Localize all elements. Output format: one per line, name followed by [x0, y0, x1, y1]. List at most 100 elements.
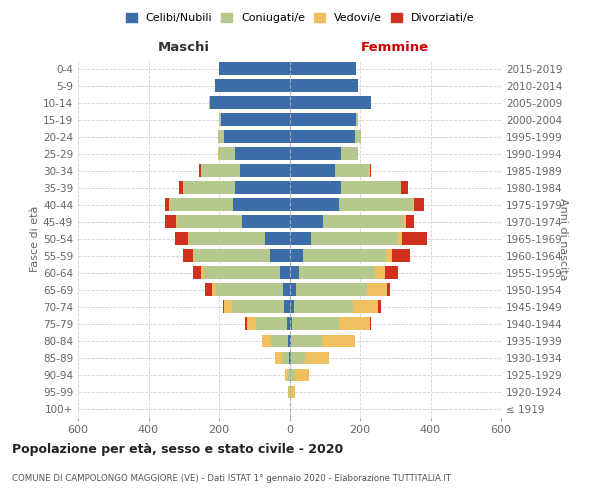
Bar [392, 250, 410, 262]
Bar [375, 266, 385, 279]
Bar [339, 198, 413, 211]
Bar [323, 216, 404, 228]
Bar [165, 216, 176, 228]
Bar [218, 130, 224, 143]
Bar [209, 96, 210, 109]
Bar [290, 147, 341, 160]
Bar [295, 368, 309, 382]
Bar [193, 266, 201, 279]
Text: COMUNE DI CAMPOLONGO MAGGIORE (VE) - Dati ISTAT 1° gennaio 2020 - Elaborazione T: COMUNE DI CAMPOLONGO MAGGIORE (VE) - Dat… [12, 474, 451, 483]
Bar [256, 318, 287, 330]
Bar [245, 318, 247, 330]
Bar [369, 164, 370, 177]
Bar [212, 284, 216, 296]
Bar [414, 198, 424, 211]
Bar [303, 250, 386, 262]
Bar [265, 232, 290, 245]
Bar [287, 318, 290, 330]
Bar [176, 216, 242, 228]
Bar [201, 266, 204, 279]
Bar [290, 334, 291, 347]
Text: Femmine: Femmine [361, 41, 430, 54]
Bar [388, 284, 391, 296]
Bar [183, 182, 184, 194]
Bar [224, 130, 290, 143]
Bar [288, 334, 290, 347]
Bar [290, 182, 341, 194]
Bar [221, 113, 290, 126]
Bar [288, 368, 290, 382]
Legend: Celibi/Nubili, Coniugati/e, Vedovi/e, Divorziati/e: Celibi/Nubili, Coniugati/e, Vedovi/e, Di… [124, 10, 476, 26]
Bar [199, 164, 200, 177]
Bar [240, 164, 290, 177]
Bar [219, 62, 290, 75]
Bar [290, 232, 311, 245]
Bar [200, 164, 202, 177]
Bar [215, 79, 290, 92]
Bar [290, 130, 355, 143]
Bar [341, 147, 358, 160]
Bar [262, 334, 271, 347]
Bar [189, 232, 265, 245]
Bar [385, 266, 398, 279]
Y-axis label: Anni di nascita: Anni di nascita [558, 198, 568, 280]
Bar [283, 284, 290, 296]
Bar [370, 318, 371, 330]
Bar [210, 96, 290, 109]
Bar [247, 318, 256, 330]
Bar [235, 147, 290, 160]
Bar [288, 386, 289, 398]
Bar [290, 62, 356, 75]
Bar [219, 147, 235, 160]
Bar [188, 232, 189, 245]
Bar [271, 334, 288, 347]
Bar [290, 352, 305, 364]
Bar [232, 300, 284, 313]
Bar [275, 352, 283, 364]
Bar [165, 198, 169, 211]
Bar [296, 284, 367, 296]
Bar [402, 232, 427, 245]
Bar [305, 352, 329, 364]
Bar [404, 216, 406, 228]
Bar [379, 300, 381, 313]
Bar [311, 232, 398, 245]
Bar [193, 250, 194, 262]
Bar [233, 198, 290, 211]
Bar [223, 300, 224, 313]
Bar [292, 318, 339, 330]
Bar [290, 79, 358, 92]
Bar [179, 182, 183, 194]
Bar [356, 113, 358, 126]
Bar [341, 182, 401, 194]
Bar [270, 250, 290, 262]
Bar [294, 300, 353, 313]
Bar [290, 96, 371, 109]
Bar [235, 182, 290, 194]
Bar [204, 266, 280, 279]
Bar [218, 147, 219, 160]
Bar [335, 164, 369, 177]
Bar [169, 198, 170, 211]
Bar [224, 300, 232, 313]
Bar [290, 113, 356, 126]
Bar [355, 130, 361, 143]
Bar [401, 182, 407, 194]
Bar [285, 368, 288, 382]
Bar [290, 300, 294, 313]
Bar [290, 318, 292, 330]
Bar [322, 334, 355, 347]
Bar [290, 284, 296, 296]
Bar [216, 284, 283, 296]
Text: Popolazione per età, sesso e stato civile - 2020: Popolazione per età, sesso e stato civil… [12, 442, 343, 456]
Bar [339, 318, 370, 330]
Bar [289, 352, 290, 364]
Bar [413, 198, 414, 211]
Bar [386, 250, 392, 262]
Bar [290, 216, 323, 228]
Text: Maschi: Maschi [158, 41, 210, 54]
Bar [202, 164, 240, 177]
Bar [290, 198, 339, 211]
Bar [290, 386, 291, 398]
Bar [299, 266, 375, 279]
